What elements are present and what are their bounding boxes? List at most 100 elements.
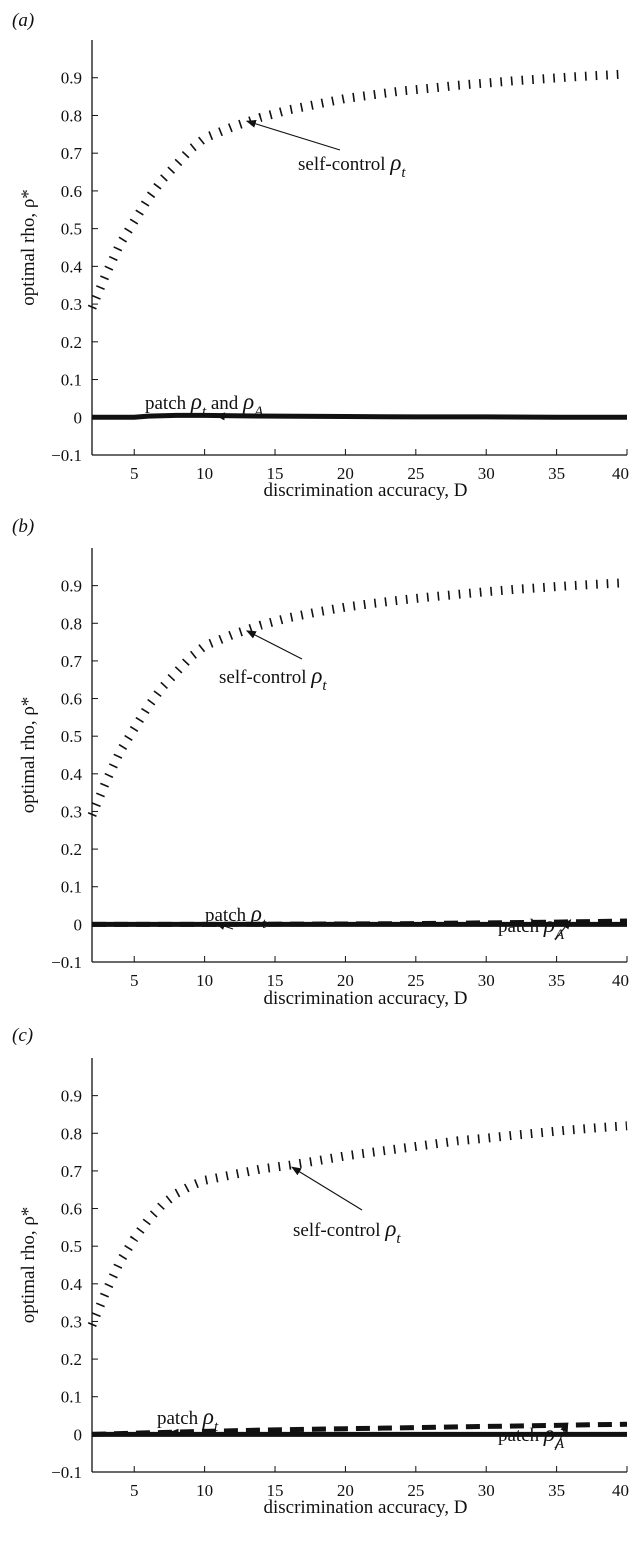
annotation-arrow bbox=[554, 1422, 569, 1451]
y-tick-label: 0.8 bbox=[61, 106, 82, 125]
y-tick-label: 0.6 bbox=[61, 690, 82, 709]
x-tick-label: 35 bbox=[548, 464, 565, 483]
series-patch-dashed bbox=[91, 1421, 628, 1437]
x-tick-label: 30 bbox=[478, 464, 495, 483]
y-tick-label: 0.2 bbox=[61, 333, 82, 352]
annotation-part: ρ bbox=[384, 1216, 396, 1241]
annotation-part: patch bbox=[498, 916, 544, 937]
annotation-part: ρ bbox=[202, 1404, 214, 1429]
y-tick-label: 0 bbox=[74, 408, 83, 427]
annotation-self-control: self-control ρt bbox=[293, 1216, 401, 1247]
x-tick-label: 25 bbox=[407, 1481, 424, 1500]
annotation-arrow bbox=[168, 1428, 187, 1437]
x-tick-label: 15 bbox=[267, 464, 284, 483]
y-tick-label: 0.6 bbox=[61, 182, 82, 201]
chart-panel-c: (c) −0.1 0 0.1 0.2 0.3 0.4 0.5 0.6 0.7 0.8 0.9 5 10 15… bbox=[12, 1025, 629, 1518]
panel-label: (a) bbox=[12, 10, 34, 31]
annotation-part: A bbox=[253, 404, 264, 420]
x-tick-label: 20 bbox=[337, 464, 354, 483]
annotation-self-control: self-control ρt bbox=[298, 150, 406, 181]
annotation-arrow bbox=[291, 1166, 363, 1211]
panel-label: (b) bbox=[12, 516, 34, 537]
x-axis-title: discrimination accuracy, D bbox=[264, 1497, 468, 1518]
annotation-part: self-control bbox=[293, 1220, 385, 1241]
annotation-part: t bbox=[202, 404, 207, 420]
chart-panel-a: (a) −0.1 0 0.1 0.2 0.3 0.4 0.5 0.6 0.7 0.8 0.9 5 10 15… bbox=[12, 10, 629, 501]
y-tick-label: 0.2 bbox=[61, 840, 82, 859]
x-tick-label: 15 bbox=[267, 971, 284, 990]
x-axis-title: discrimination accuracy, D bbox=[264, 988, 468, 1009]
annotation-part: t bbox=[396, 1231, 401, 1247]
annotation-patch-A: patch ρA bbox=[498, 1421, 565, 1452]
annotation-part: patch bbox=[498, 1425, 544, 1446]
x-tick-label: 30 bbox=[478, 971, 495, 990]
annotation-part: ρ bbox=[310, 663, 322, 688]
y-tick-label: −0.1 bbox=[51, 953, 82, 972]
y-tick-label: 0.8 bbox=[61, 614, 82, 633]
annotation-part: ρ bbox=[242, 389, 254, 414]
annotation-part: ρ bbox=[543, 912, 555, 937]
x-tick-label: 20 bbox=[337, 971, 354, 990]
series-self-control-dotted bbox=[87, 578, 628, 817]
x-tick-label: 40 bbox=[612, 1481, 629, 1500]
x-tick-label: 35 bbox=[548, 971, 565, 990]
series-self-control-dotted bbox=[87, 69, 628, 310]
annotation-arrow bbox=[214, 922, 234, 930]
series-patch-solid bbox=[92, 412, 627, 420]
annotation-part: patch bbox=[145, 393, 191, 414]
y-tick-label: 0.1 bbox=[61, 1388, 82, 1407]
y-tick-label: 0 bbox=[74, 915, 83, 934]
annotation-part: ρ bbox=[250, 901, 262, 926]
x-axis-title: discrimination accuracy, D bbox=[264, 480, 468, 501]
y-tick-label: 0.7 bbox=[61, 144, 83, 163]
x-tick-label: 30 bbox=[478, 1481, 495, 1500]
x-tick-label: 5 bbox=[130, 971, 139, 990]
y-tick-label: 0.2 bbox=[61, 1350, 82, 1369]
annotation-patch-t: patch ρt bbox=[157, 1404, 219, 1435]
y-tick-label: 0.9 bbox=[61, 577, 82, 596]
annotation-patch-both: patch ρt and ρA bbox=[145, 389, 264, 420]
y-axis-title: optimal rho, ρ* bbox=[18, 1207, 39, 1324]
y-tick-label: 0.5 bbox=[61, 1237, 82, 1256]
y-tick-label: 0.4 bbox=[61, 1275, 83, 1294]
y-tick-label: 0.5 bbox=[61, 220, 82, 239]
x-tick-label: 5 bbox=[130, 1481, 139, 1500]
annotation-part: t bbox=[214, 1419, 219, 1435]
annotation-arrow bbox=[214, 412, 231, 421]
y-tick-label: 0.5 bbox=[61, 727, 82, 746]
y-axis-title: optimal rho, ρ* bbox=[18, 697, 39, 814]
y-tick-label: 0.8 bbox=[61, 1124, 82, 1143]
x-tick-label: 10 bbox=[196, 971, 213, 990]
annotation-arrow bbox=[245, 119, 341, 151]
annotation-part: self-control bbox=[298, 154, 390, 175]
annotation-part: t bbox=[401, 165, 406, 181]
y-tick-label: 0.9 bbox=[61, 69, 82, 88]
x-tick-label: 15 bbox=[267, 1481, 284, 1500]
annotation-arrow bbox=[554, 919, 572, 941]
annotation-part: and bbox=[206, 393, 243, 414]
x-tick-label: 40 bbox=[612, 971, 629, 990]
y-axis-title: optimal rho, ρ* bbox=[18, 189, 39, 306]
annotation-patch-A: patch ρA bbox=[498, 912, 565, 943]
panel-label: (c) bbox=[12, 1025, 33, 1046]
y-tick-label: 0.1 bbox=[61, 878, 82, 897]
x-tick-label: 35 bbox=[548, 1481, 565, 1500]
y-tick-label: 0.3 bbox=[61, 802, 82, 821]
annotation-part: patch bbox=[157, 1408, 203, 1429]
y-tick-label: 0.9 bbox=[61, 1087, 82, 1106]
x-tick-label: 40 bbox=[612, 464, 629, 483]
annotation-part: ρ bbox=[389, 150, 401, 175]
x-tick-label: 25 bbox=[407, 971, 424, 990]
annotation-part: t bbox=[322, 678, 327, 694]
x-tick-label: 10 bbox=[196, 1481, 213, 1500]
y-tick-label: 0.3 bbox=[61, 1312, 82, 1331]
annotation-arrow bbox=[245, 630, 303, 660]
y-tick-label: −0.1 bbox=[51, 1463, 82, 1482]
y-tick-label: 0.7 bbox=[61, 652, 83, 671]
annotation-patch-t: patch ρt bbox=[205, 901, 267, 932]
chart-panel-b: (b) −0.1 0 0.1 0.2 0.3 0.4 0.5 0.6 0.7 0.8 0.9 5 10 15… bbox=[12, 516, 629, 1009]
annotation-part: self-control bbox=[219, 667, 311, 688]
annotation-part: A bbox=[554, 1436, 565, 1452]
y-tick-label: 0.4 bbox=[61, 765, 83, 784]
